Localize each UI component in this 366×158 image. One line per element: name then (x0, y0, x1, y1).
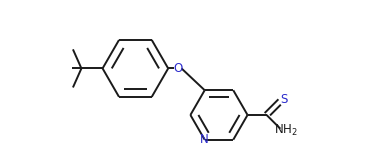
Text: NH$_2$: NH$_2$ (274, 123, 298, 138)
Text: O: O (173, 62, 182, 75)
Text: S: S (280, 93, 288, 106)
Text: N: N (200, 133, 209, 146)
